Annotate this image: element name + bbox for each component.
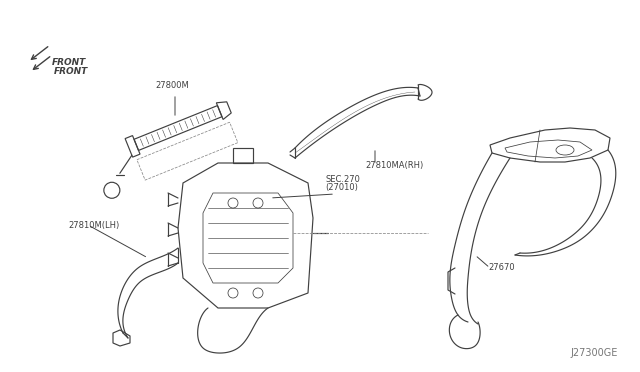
Text: 27670: 27670 — [488, 263, 515, 272]
Text: FRONT: FRONT — [52, 58, 86, 67]
Text: 27800M: 27800M — [155, 81, 189, 90]
Text: J27300GE: J27300GE — [571, 348, 618, 358]
Text: SEC.270: SEC.270 — [325, 175, 360, 184]
Text: 27810MA(RH): 27810MA(RH) — [365, 161, 423, 170]
Text: (27010): (27010) — [325, 183, 358, 192]
Text: 27810M(LH): 27810M(LH) — [68, 221, 119, 230]
Text: FRONT: FRONT — [54, 67, 88, 76]
